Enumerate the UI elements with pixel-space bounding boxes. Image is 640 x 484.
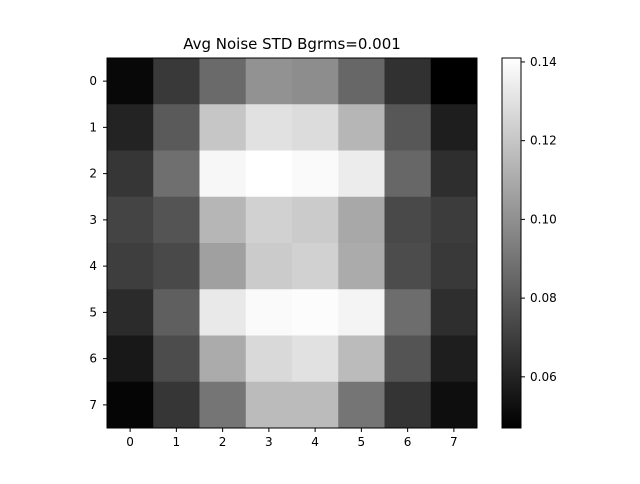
heatmap-cell-r1-c0	[107, 104, 154, 151]
heatmap-cell-r6-c4	[292, 335, 339, 383]
heatmap-cell-r5-c7	[430, 289, 478, 336]
chart-title: Avg Noise STD Bgrms=0.001	[183, 35, 401, 53]
heatmap-cell-r2-c4	[292, 150, 339, 198]
heatmap-cell-r6-c6	[384, 335, 432, 383]
heatmap-cell-r1-c2	[199, 104, 247, 151]
colorbar-tick-label: 0.08	[530, 291, 557, 305]
x-tick-label: 1	[173, 435, 181, 449]
y-tick-label: 7	[89, 398, 97, 412]
heatmap-cell-r2-c2	[199, 150, 247, 198]
colorbar-tick-label: 0.12	[530, 134, 557, 148]
heatmap-cell-r0-c5	[338, 58, 385, 105]
heatmap-cells	[107, 58, 478, 429]
heatmap-cell-r5-c1	[153, 289, 200, 336]
heatmap-cell-r0-c3	[245, 58, 293, 105]
heatmap-cell-r5-c4	[292, 289, 339, 336]
heatmap-cell-r1-c5	[338, 104, 385, 151]
heatmap-cell-r5-c0	[107, 289, 154, 336]
heatmap-cell-r2-c7	[430, 150, 478, 198]
heatmap-cell-r7-c0	[107, 381, 154, 429]
heatmap-cell-r4-c5	[338, 243, 385, 290]
x-tick-label: 4	[311, 435, 319, 449]
heatmap-cell-r3-c2	[199, 196, 247, 244]
colorbar-tick-label: 0.10	[530, 212, 557, 226]
heatmap-cell-r5-c3	[245, 289, 293, 336]
heatmap-cell-r3-c0	[107, 196, 154, 244]
heatmap-cell-r0-c0	[107, 58, 154, 105]
y-tick-label: 4	[89, 259, 97, 273]
heatmap-cell-r6-c3	[245, 335, 293, 383]
heatmap-cell-r7-c6	[384, 381, 432, 429]
heatmap-cell-r6-c1	[153, 335, 200, 383]
x-axis-ticks: 0 1 2 3 4 5 6 7	[126, 428, 458, 449]
y-tick-label: 5	[89, 305, 97, 319]
y-tick-label: 6	[89, 352, 97, 366]
heatmap-cell-r2-c6	[384, 150, 432, 198]
y-tick-label: 1	[89, 120, 97, 134]
heatmap-cell-r5-c2	[199, 289, 247, 336]
heatmap-cell-r4-c2	[199, 243, 247, 290]
heatmap-cell-r4-c0	[107, 243, 154, 290]
heatmap-cell-r0-c2	[199, 58, 247, 105]
heatmap-cell-r7-c2	[199, 381, 247, 429]
heatmap-cell-r0-c1	[153, 58, 200, 105]
heatmap-cell-r7-c3	[245, 381, 293, 429]
y-tick-label: 3	[89, 213, 97, 227]
heatmap-cell-r3-c7	[430, 196, 478, 244]
heatmap-cell-r1-c6	[384, 104, 432, 151]
heatmap-cell-r7-c7	[430, 381, 478, 429]
heatmap-cell-r4-c3	[245, 243, 293, 290]
x-tick-label: 7	[450, 435, 458, 449]
heatmap-cell-r6-c0	[107, 335, 154, 383]
heatmap-cell-r1-c7	[430, 104, 478, 151]
heatmap-cell-r3-c3	[245, 196, 293, 244]
y-tick-label: 2	[89, 167, 97, 181]
colorbar-ticks: 0.06 0.08 0.10 0.12 0.14	[521, 55, 557, 384]
x-tick-label: 0	[126, 435, 134, 449]
heatmap-cell-r6-c7	[430, 335, 478, 383]
x-tick-label: 3	[265, 435, 273, 449]
plot-frame	[106, 57, 478, 429]
heatmap-cell-r3-c4	[292, 196, 339, 244]
heatmap-cell-r3-c1	[153, 196, 200, 244]
heatmap-cell-r7-c4	[292, 381, 339, 429]
colorbar	[501, 57, 522, 429]
heatmap-cell-r2-c1	[153, 150, 200, 198]
heatmap-cell-r2-c5	[338, 150, 385, 198]
heatmap-cell-r3-c6	[384, 196, 432, 244]
colorbar-tick-label: 0.06	[530, 370, 557, 384]
heatmap-cell-r2-c3	[245, 150, 293, 198]
heatmap-cell-r6-c2	[199, 335, 247, 383]
x-tick-label: 5	[358, 435, 366, 449]
y-axis-ticks: 0 1 2 3 4 5 6 7	[89, 74, 107, 412]
heatmap-cell-r4-c6	[384, 243, 432, 290]
heatmap-cell-r5-c5	[338, 289, 385, 336]
heatmap-cell-r4-c7	[430, 243, 478, 290]
x-tick-label: 6	[404, 435, 412, 449]
heatmap-cell-r1-c4	[292, 104, 339, 151]
heatmap-cell-r6-c5	[338, 335, 385, 383]
heatmap-cell-r7-c5	[338, 381, 385, 429]
heatmap-cell-r4-c1	[153, 243, 200, 290]
heatmap-cell-r3-c5	[338, 196, 385, 244]
heatmap-cell-r0-c4	[292, 58, 339, 105]
heatmap-cell-r0-c6	[384, 58, 432, 105]
heatmap-cell-r2-c0	[107, 150, 154, 198]
colorbar-tick-label: 0.14	[530, 55, 557, 69]
x-tick-label: 2	[219, 435, 227, 449]
heatmap-cell-r7-c1	[153, 381, 200, 429]
heatmap-cell-r1-c1	[153, 104, 200, 151]
heatmap-cell-r1-c3	[245, 104, 293, 151]
heatmap-cell-r5-c6	[384, 289, 432, 336]
heatmap-cell-r0-c7	[430, 58, 478, 105]
y-tick-label: 0	[89, 74, 97, 88]
heatmap-cell-r4-c4	[292, 243, 339, 290]
